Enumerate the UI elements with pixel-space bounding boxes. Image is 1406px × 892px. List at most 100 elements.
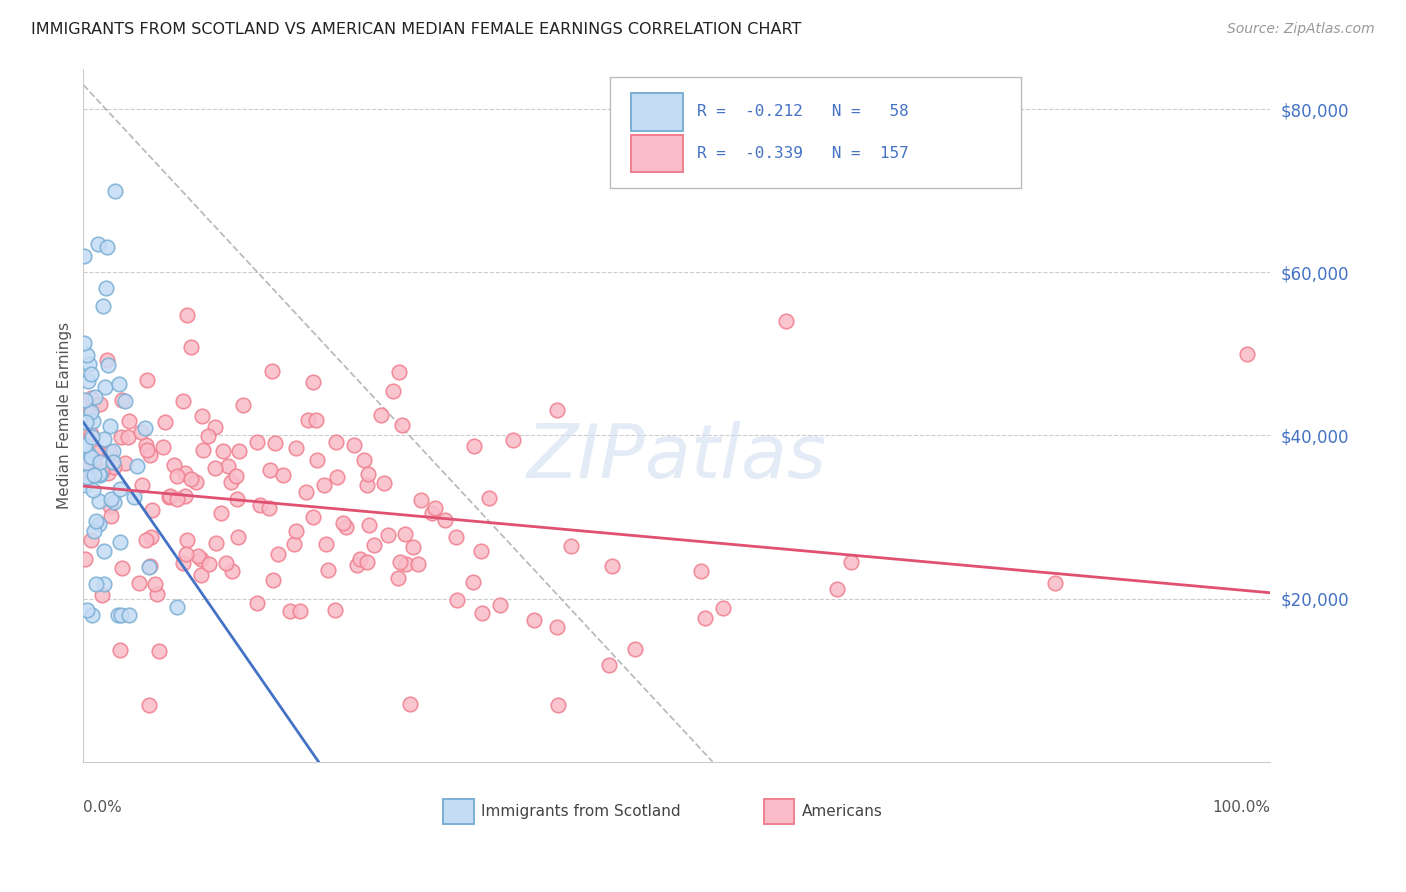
Point <box>101 444 124 458</box>
Point <box>523 613 546 627</box>
Point <box>264 436 287 450</box>
Point <box>82 414 104 428</box>
Point <box>283 537 305 551</box>
Point <box>87 445 110 459</box>
Point <box>73 440 96 454</box>
Point <box>204 461 226 475</box>
Point <box>84 576 107 591</box>
Point <box>91 588 114 602</box>
Point <box>346 558 368 572</box>
Point <box>1236 347 1258 361</box>
Point <box>246 596 269 610</box>
Point <box>134 421 156 435</box>
FancyBboxPatch shape <box>630 94 683 131</box>
Point <box>232 399 254 413</box>
Point <box>108 376 131 391</box>
Text: Source: ZipAtlas.com: Source: ZipAtlas.com <box>1227 22 1375 37</box>
Point <box>141 503 163 517</box>
Point <box>83 524 105 538</box>
Point <box>87 517 110 532</box>
Point <box>148 644 170 658</box>
Point <box>602 559 624 574</box>
Point <box>297 413 319 427</box>
Point <box>87 494 110 508</box>
Point <box>76 348 98 362</box>
Text: Immigrants from Scotland: Immigrants from Scotland <box>481 804 681 819</box>
Point <box>226 491 249 506</box>
Point <box>98 418 121 433</box>
Point <box>79 450 101 464</box>
Point <box>190 551 212 566</box>
Point <box>114 393 136 408</box>
Y-axis label: Median Female Earnings: Median Female Earnings <box>58 321 72 508</box>
Point <box>135 533 157 548</box>
Point <box>271 467 294 482</box>
Point <box>172 394 194 409</box>
Point <box>356 478 378 492</box>
Point <box>103 459 125 474</box>
Point <box>267 548 290 562</box>
Point <box>76 603 98 617</box>
Point <box>624 642 647 657</box>
Point <box>75 477 97 491</box>
Point <box>77 357 100 371</box>
Point <box>89 467 111 482</box>
Point <box>373 476 395 491</box>
Point <box>131 477 153 491</box>
Point <box>73 335 96 350</box>
Point <box>315 537 337 551</box>
Point <box>80 405 103 419</box>
Point <box>128 576 150 591</box>
Point <box>197 429 219 443</box>
Text: 100.0%: 100.0% <box>1212 800 1271 814</box>
Point <box>100 509 122 524</box>
Point <box>262 364 284 378</box>
Point <box>246 434 269 449</box>
Point <box>111 561 134 575</box>
Point <box>143 577 166 591</box>
Point <box>180 341 202 355</box>
Point <box>96 240 118 254</box>
Point <box>382 384 405 399</box>
Point <box>357 518 380 533</box>
Point <box>191 409 214 424</box>
Point <box>159 489 181 503</box>
Point <box>166 469 188 483</box>
FancyBboxPatch shape <box>610 77 1021 188</box>
Point <box>356 555 378 569</box>
Point <box>146 587 169 601</box>
Point <box>174 489 197 503</box>
Point <box>278 603 301 617</box>
Point <box>323 603 346 617</box>
Point <box>75 462 97 476</box>
Point <box>402 540 425 554</box>
Point <box>304 413 326 427</box>
Point <box>547 698 569 712</box>
Point <box>471 607 494 621</box>
Point <box>136 373 159 387</box>
Point <box>326 469 349 483</box>
Point <box>75 392 97 407</box>
Point <box>187 549 209 563</box>
Point <box>1045 576 1067 591</box>
Point <box>98 499 121 513</box>
Point <box>394 557 416 571</box>
Point <box>314 478 336 492</box>
Point <box>77 446 100 460</box>
Point <box>363 538 385 552</box>
Point <box>77 374 100 388</box>
Point <box>100 491 122 506</box>
Point <box>80 427 103 442</box>
Point <box>152 441 174 455</box>
Point <box>80 430 103 444</box>
Point <box>325 435 347 450</box>
Point <box>335 520 357 534</box>
Point <box>446 593 468 607</box>
Point <box>204 536 226 550</box>
Point <box>76 470 98 484</box>
Point <box>108 482 131 496</box>
Point <box>89 397 111 411</box>
Point <box>96 353 118 368</box>
Point <box>174 466 197 480</box>
Text: IMMIGRANTS FROM SCOTLAND VS AMERICAN MEDIAN FEMALE EARNINGS CORRELATION CHART: IMMIGRANTS FROM SCOTLAND VS AMERICAN MED… <box>31 22 801 37</box>
